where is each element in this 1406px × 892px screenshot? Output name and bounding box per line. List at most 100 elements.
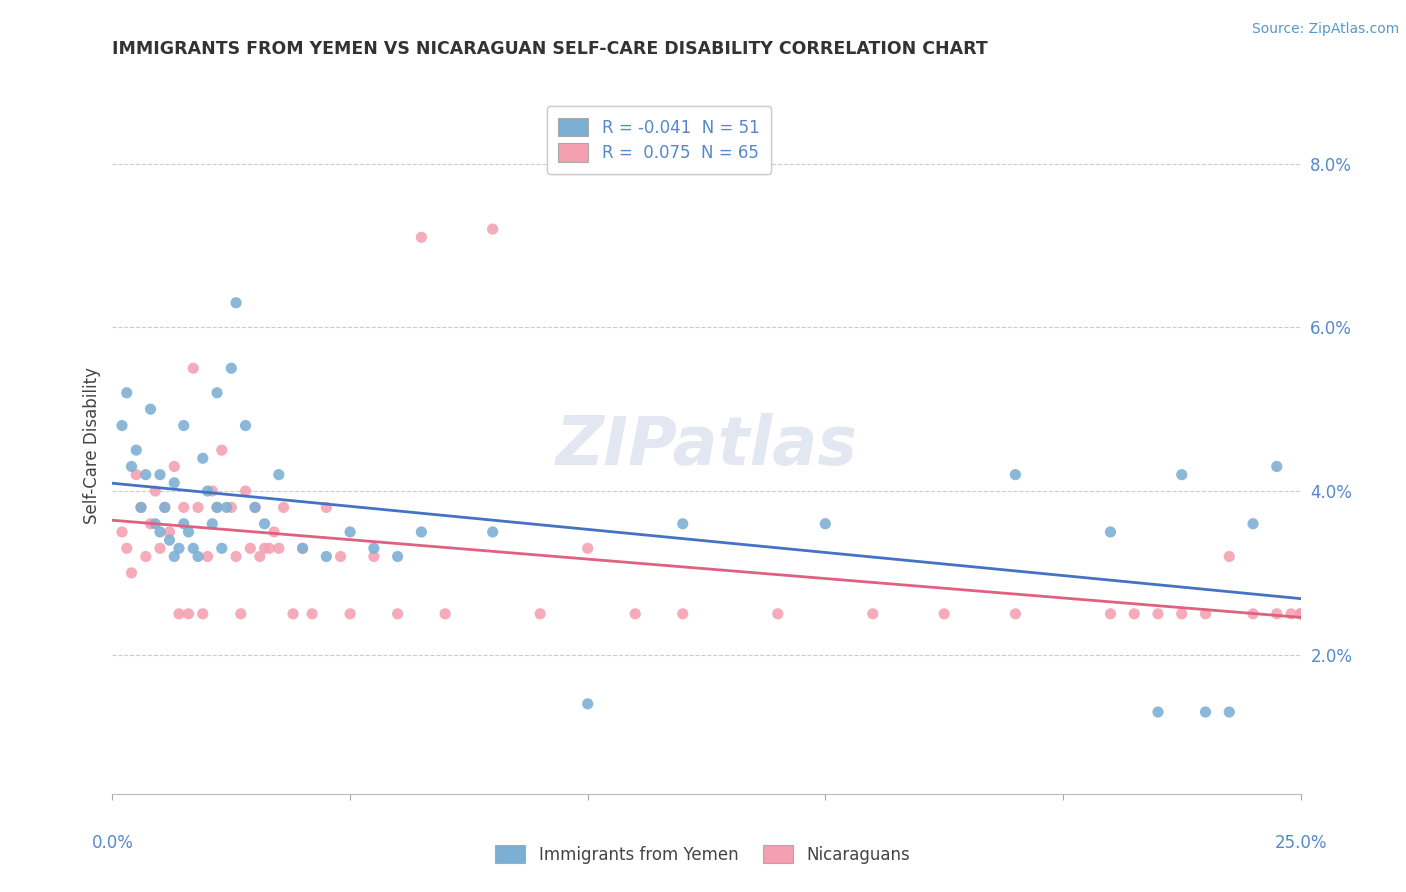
Point: [115, 385, 138, 400]
Point: [167, 607, 190, 621]
Point: [411, 230, 433, 244]
Point: [1218, 705, 1240, 719]
Y-axis label: Self-Care Disability: Self-Care Disability: [83, 368, 101, 524]
Point: [1289, 607, 1312, 621]
Point: [173, 418, 195, 433]
Point: [934, 607, 956, 621]
Point: [576, 541, 599, 556]
Point: [159, 533, 181, 548]
Point: [201, 483, 224, 498]
Point: [139, 402, 162, 417]
Point: [139, 516, 162, 531]
Point: [363, 541, 385, 556]
Point: [149, 524, 172, 539]
Point: [672, 516, 695, 531]
Legend: R = -0.041  N = 51, R =  0.075  N = 65: R = -0.041 N = 51, R = 0.075 N = 65: [547, 106, 772, 174]
Point: [481, 222, 503, 236]
Point: [301, 607, 323, 621]
Point: [339, 607, 361, 621]
Point: [1170, 467, 1192, 482]
Point: [253, 541, 276, 556]
Point: [135, 467, 157, 482]
Point: [1170, 607, 1192, 621]
Text: ZIPatlas: ZIPatlas: [555, 413, 858, 479]
Point: [862, 607, 884, 621]
Legend: Immigrants from Yemen, Nicaraguans: Immigrants from Yemen, Nicaraguans: [489, 838, 917, 871]
Point: [267, 467, 290, 482]
Point: [153, 500, 176, 515]
Point: [1279, 607, 1302, 621]
Point: [253, 516, 276, 531]
Point: [215, 500, 238, 515]
Text: IMMIGRANTS FROM YEMEN VS NICARAGUAN SELF-CARE DISABILITY CORRELATION CHART: IMMIGRANTS FROM YEMEN VS NICARAGUAN SELF…: [112, 40, 988, 58]
Point: [1241, 516, 1264, 531]
Point: [143, 516, 166, 531]
Point: [766, 607, 789, 621]
Point: [187, 549, 209, 564]
Point: [121, 459, 143, 474]
Point: [1004, 467, 1026, 482]
Point: [177, 524, 200, 539]
Text: 0.0%: 0.0%: [91, 834, 134, 852]
Point: [259, 541, 281, 556]
Text: Source: ZipAtlas.com: Source: ZipAtlas.com: [1251, 22, 1399, 37]
Point: [243, 500, 266, 515]
Point: [163, 459, 186, 474]
Point: [273, 500, 295, 515]
Point: [1099, 607, 1122, 621]
Point: [481, 524, 503, 539]
Point: [363, 549, 385, 564]
Point: [434, 607, 457, 621]
Point: [1147, 705, 1170, 719]
Point: [672, 607, 695, 621]
Point: [205, 500, 228, 515]
Point: [249, 549, 271, 564]
Point: [1218, 549, 1240, 564]
Point: [529, 607, 551, 621]
Point: [191, 607, 214, 621]
Point: [153, 500, 176, 515]
Point: [239, 541, 262, 556]
Point: [205, 500, 228, 515]
Point: [197, 549, 219, 564]
Point: [163, 549, 186, 564]
Point: [111, 524, 134, 539]
Point: [167, 541, 190, 556]
Point: [281, 607, 304, 621]
Point: [129, 500, 152, 515]
Point: [121, 566, 143, 580]
Point: [201, 516, 224, 531]
Point: [163, 475, 186, 490]
Point: [329, 549, 352, 564]
Point: [263, 524, 285, 539]
Point: [191, 451, 214, 466]
Point: [1289, 607, 1312, 621]
Point: [143, 483, 166, 498]
Point: [187, 500, 209, 515]
Point: [243, 500, 266, 515]
Point: [225, 295, 247, 310]
Point: [111, 418, 134, 433]
Point: [1265, 607, 1288, 621]
Point: [181, 541, 204, 556]
Point: [315, 549, 337, 564]
Point: [235, 418, 257, 433]
Point: [211, 541, 233, 556]
Point: [814, 516, 837, 531]
Point: [173, 500, 195, 515]
Point: [387, 607, 409, 621]
Point: [173, 516, 195, 531]
Point: [205, 385, 228, 400]
Point: [267, 541, 290, 556]
Point: [177, 607, 200, 621]
Point: [1241, 607, 1264, 621]
Point: [1265, 459, 1288, 474]
Point: [211, 443, 233, 458]
Point: [1004, 607, 1026, 621]
Point: [291, 541, 314, 556]
Point: [225, 549, 247, 564]
Point: [115, 541, 138, 556]
Point: [1194, 705, 1216, 719]
Text: 25.0%: 25.0%: [1274, 834, 1327, 852]
Point: [129, 500, 152, 515]
